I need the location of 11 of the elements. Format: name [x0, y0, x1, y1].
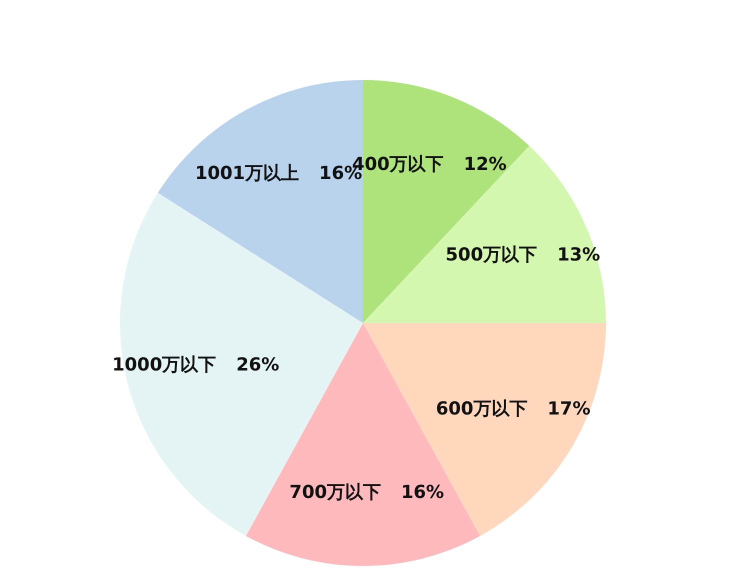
slice-label: 500万以下 — [446, 244, 538, 266]
pie-slice — [363, 323, 606, 536]
data-label: 12% — [464, 154, 507, 175]
data-label: 26% — [236, 354, 280, 376]
data-label: 13% — [557, 244, 600, 266]
slice-label: 600万以下 — [436, 398, 528, 420]
slice-label: 1001万以上 — [194, 162, 300, 184]
slice-label: 700万以下 — [289, 482, 381, 504]
data-label: 17% — [547, 398, 591, 420]
slice-label: 1000万以下 — [112, 354, 216, 376]
data-label: 16% — [401, 482, 444, 504]
